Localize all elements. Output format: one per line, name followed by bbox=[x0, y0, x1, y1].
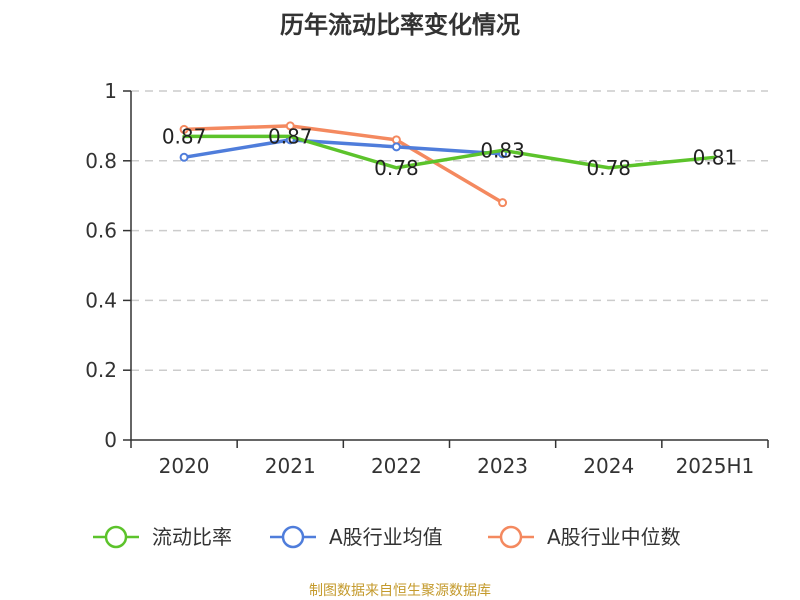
legend-swatch-marker bbox=[281, 525, 305, 549]
data-point bbox=[179, 152, 189, 162]
data-label: 0.87 bbox=[268, 124, 313, 148]
series-line bbox=[182, 138, 505, 160]
data-point bbox=[391, 135, 401, 145]
data-label: 0.78 bbox=[586, 156, 631, 180]
series-line bbox=[182, 124, 505, 205]
source-note: 制图数据来自恒生聚源数据库 bbox=[309, 583, 491, 599]
y-tick-label: 0.4 bbox=[85, 288, 117, 312]
data-label: 0.78 bbox=[374, 156, 419, 180]
x-tick-label: 2024 bbox=[583, 454, 634, 478]
x-tick-label: 2020 bbox=[159, 454, 210, 478]
y-tick-label: 1 bbox=[104, 79, 117, 103]
data-point bbox=[285, 121, 295, 131]
data-point bbox=[391, 142, 401, 152]
x-tick-label: 2022 bbox=[371, 454, 422, 478]
legend-label: A股行业均值 bbox=[329, 525, 443, 549]
grid bbox=[131, 90, 768, 371]
series-2 bbox=[179, 121, 508, 208]
y-tick-label: 0.2 bbox=[85, 358, 117, 382]
legend-item-1: A股行业均值 bbox=[270, 525, 443, 549]
series-1 bbox=[179, 135, 508, 162]
legend-item-0: 流动比率 bbox=[93, 525, 232, 549]
legend-item-2: A股行业中位数 bbox=[488, 525, 681, 549]
series bbox=[179, 121, 717, 208]
y-tick-label: 0 bbox=[104, 428, 117, 452]
legend-label: A股行业中位数 bbox=[547, 525, 681, 549]
y-tick-label: 0.6 bbox=[85, 219, 117, 243]
legend-label: 流动比率 bbox=[152, 525, 232, 549]
series-line bbox=[182, 134, 717, 170]
data-labels: 0.87 0.87 0.78 0.83 0.78 0.81 bbox=[162, 124, 737, 179]
y-tick-label: 0.8 bbox=[85, 149, 117, 173]
x-tick-label: 2021 bbox=[265, 454, 316, 478]
x-tick-label: 2023 bbox=[477, 454, 528, 478]
data-label: 0.87 bbox=[162, 124, 207, 148]
data-label: 0.83 bbox=[480, 138, 525, 162]
series-0 bbox=[182, 134, 717, 170]
data-label: 0.81 bbox=[693, 145, 738, 169]
data-point bbox=[179, 124, 189, 134]
x-tick-label: 2025H1 bbox=[676, 454, 755, 478]
legend-swatch-marker bbox=[499, 525, 523, 549]
chart-title: 历年流动比率变化情况 bbox=[280, 11, 520, 39]
legend: 流动比率 A股行业均值 A股行业中位数 bbox=[93, 525, 681, 549]
data-point bbox=[498, 198, 508, 208]
legend-swatch-marker bbox=[104, 525, 128, 549]
